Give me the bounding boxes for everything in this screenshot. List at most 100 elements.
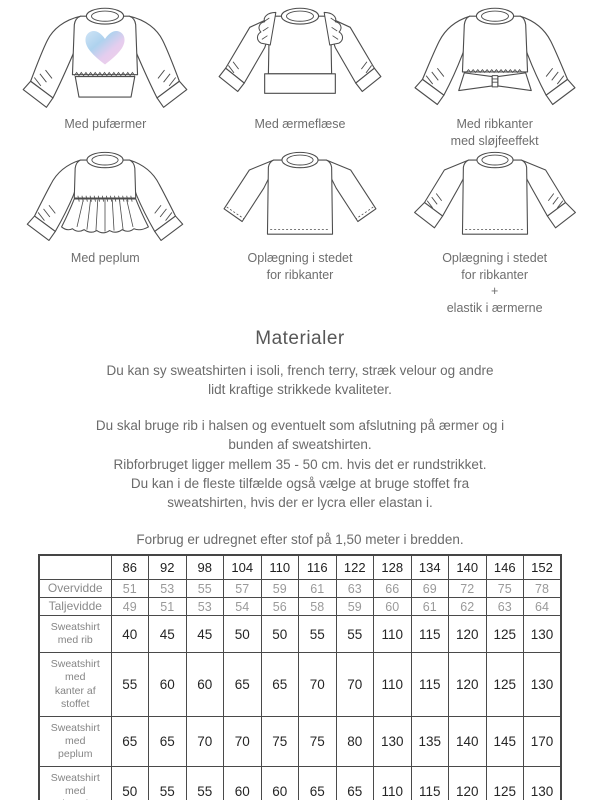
value-cell: 50 (110, 766, 149, 800)
value-cell: 75 (260, 715, 299, 768)
size-column-header: 146 (485, 554, 524, 581)
row-label: Sweatshirt med peplum (38, 715, 112, 768)
value-cell: 58 (298, 597, 337, 617)
value-cell: 60 (148, 652, 187, 717)
value-cell: 60 (185, 652, 224, 717)
sweatshirt-peplum-illustration (27, 151, 184, 242)
value-cell: 70 (223, 715, 262, 768)
value-cell: 75 (485, 579, 524, 599)
value-cell: 60 (223, 766, 262, 800)
table-row: Sweatshirt med rib 40 45 45 50 50 55 55 110 115 12… (38, 615, 562, 654)
figure-caption: Med ribkanter med sløjfeeffekt (450, 117, 539, 148)
figure-caption: Oplægning i stedet for ribkanter (247, 251, 353, 282)
value-cell: 145 (485, 715, 524, 768)
value-cell: 78 (523, 579, 562, 599)
size-header-row: 86 92 98 104 110 116 122 128 134 140 146 152 (38, 554, 562, 581)
value-cell: 55 (110, 652, 149, 717)
size-column-header: 86 (110, 554, 149, 581)
figure-caption: Med pufærmer (64, 117, 147, 131)
sweatshirt-bow-rib-illustration (414, 7, 576, 106)
size-column-header: 98 (185, 554, 224, 581)
value-cell: 125 (485, 766, 524, 800)
value-cell: 51 (148, 597, 187, 617)
size-column-header: 140 (448, 554, 487, 581)
table-row: Sweatshirt med kanter af stoffet 55 60 60 65… (38, 652, 562, 717)
value-cell: 75 (298, 715, 337, 768)
size-column-header: 116 (298, 554, 337, 581)
value-cell: 65 (148, 715, 187, 768)
row-label: Sweatshirt med oplægning (38, 766, 112, 800)
value-cell: 140 (448, 715, 487, 768)
value-cell: 130 (523, 652, 562, 717)
value-cell: 110 (373, 652, 412, 717)
size-column-header: 128 (373, 554, 412, 581)
value-cell: 120 (448, 766, 487, 800)
value-cell: 130 (373, 715, 412, 768)
row-label: Taljevidde (38, 597, 112, 617)
value-cell: 115 (410, 766, 449, 800)
value-cell: 69 (410, 579, 449, 599)
value-cell: 62 (448, 597, 487, 617)
value-cell: 65 (223, 652, 262, 717)
consumption-caption: Forbrug er udregnet efter stof på 1,50 m… (136, 532, 464, 548)
row-label: Overvidde (38, 579, 112, 599)
value-cell: 125 (485, 652, 524, 717)
value-cell: 70 (185, 715, 224, 768)
figure-caption: Oplægning i stedet for ribkanter + elast… (442, 251, 548, 315)
value-cell: 60 (260, 766, 299, 800)
size-column-header: 92 (148, 554, 187, 581)
table-row: Taljevidde 49 51 53 54 56 58 59 60 61 62 63 64 (38, 597, 562, 617)
value-cell: 115 (410, 615, 449, 654)
value-cell: 45 (185, 615, 224, 654)
value-cell: 80 (335, 715, 374, 768)
figure-peplum: Med peplum (8, 151, 203, 316)
value-cell: 54 (223, 597, 262, 617)
value-cell: 50 (223, 615, 262, 654)
figure-caption: Med ærmeflæse (254, 117, 346, 131)
value-cell: 51 (110, 579, 149, 599)
sweatshirt-puff-sleeves-illustration (22, 7, 188, 108)
value-cell: 70 (298, 652, 337, 717)
value-cell: 55 (298, 615, 337, 654)
value-cell: 70 (335, 652, 374, 717)
materials-paragraph-1: Du kan sy sweatshirten i isoli, french t… (106, 363, 494, 398)
size-column-header: 122 (335, 554, 374, 581)
value-cell: 65 (260, 652, 299, 717)
value-cell: 55 (335, 615, 374, 654)
size-column-header: 134 (410, 554, 449, 581)
value-cell: 110 (373, 766, 412, 800)
value-cell: 59 (260, 579, 299, 599)
value-cell: 55 (185, 766, 224, 800)
sweatshirt-sleeve-ruffle-illustration (218, 7, 382, 94)
value-cell: 115 (410, 652, 449, 717)
value-cell: 135 (410, 715, 449, 768)
value-cell: 63 (485, 597, 524, 617)
size-column-header: 104 (223, 554, 262, 581)
value-cell: 56 (260, 597, 299, 617)
value-cell: 65 (298, 766, 337, 800)
value-cell: 57 (223, 579, 262, 599)
value-cell: 130 (523, 615, 562, 654)
value-cell: 130 (523, 766, 562, 800)
value-cell: 125 (485, 615, 524, 654)
value-cell: 45 (148, 615, 187, 654)
row-label: Sweatshirt med kanter af stoffet (38, 652, 112, 717)
value-cell: 55 (185, 579, 224, 599)
value-cell: 60 (373, 597, 412, 617)
table-row: Sweatshirt med oplægning5055556060656511… (38, 766, 562, 800)
figure-oplaegning: Oplægning i stedet for ribkanter (203, 151, 398, 316)
value-cell: 66 (373, 579, 412, 599)
value-cell: 65 (110, 715, 149, 768)
figure-ribkanter-sloejfeeffekt: Med ribkanter med sløjfeeffekt (397, 5, 592, 149)
value-cell: 53 (185, 597, 224, 617)
gradient-heart-graphic (85, 30, 125, 65)
value-cell: 120 (448, 615, 487, 654)
size-column-header: 152 (523, 554, 562, 581)
value-cell: 59 (335, 597, 374, 617)
value-cell: 61 (410, 597, 449, 617)
figure-pufaermer: Med pufærmer (8, 5, 203, 149)
value-cell: 64 (523, 597, 562, 617)
sweatshirt-hem-illustration (223, 151, 377, 235)
consumption-table: 86 92 98 104 110 116 122 128 134 140 146 152 Overvid… (38, 554, 562, 800)
